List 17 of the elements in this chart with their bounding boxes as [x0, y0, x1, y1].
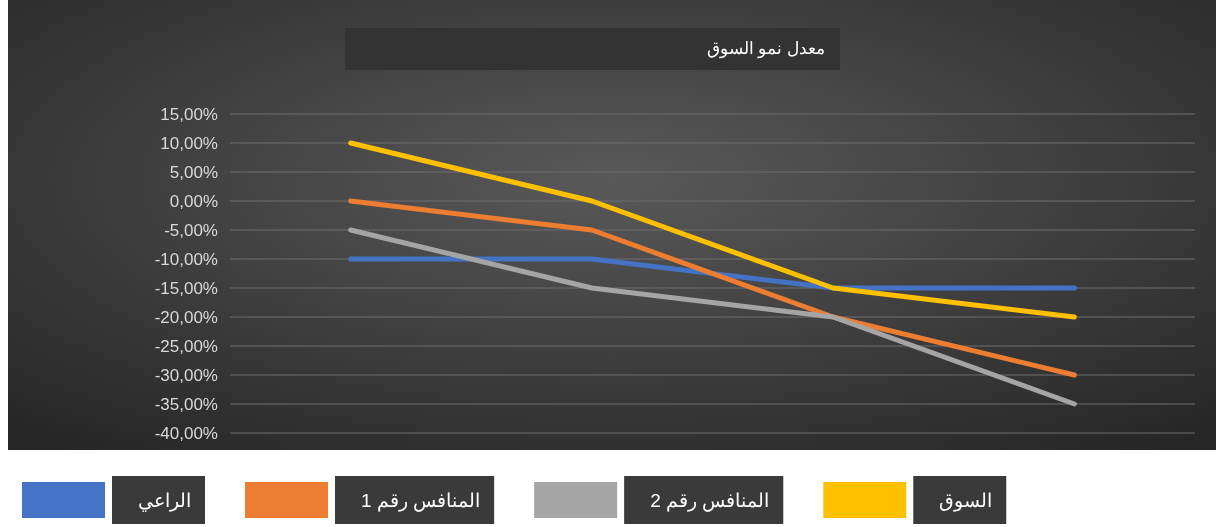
legend-label: المنافس رقم 2 — [650, 490, 770, 512]
y-tick-label: -40,00% — [154, 424, 218, 443]
y-tick-label: 0,00% — [169, 192, 218, 211]
y-tick-label: -35,00% — [154, 395, 218, 414]
y-tick-label: 10,00% — [160, 134, 218, 153]
y-tick-label: -30,00% — [154, 366, 218, 385]
y-tick-label: 5,00% — [169, 163, 218, 182]
y-tick-label: -20,00% — [154, 308, 218, 327]
legend-label: السوق — [939, 490, 993, 512]
legend-label: المنافس رقم 1 — [361, 490, 481, 512]
y-tick-label: 15,00% — [160, 105, 218, 124]
y-tick-label: -25,00% — [154, 337, 218, 356]
y-tick-label: -15,00% — [154, 279, 218, 298]
y-tick-label: -5,00% — [164, 221, 218, 240]
legend-label: الراعي — [138, 490, 191, 512]
y-tick-label: -10,00% — [154, 250, 218, 269]
chart-title: معدل نمو السوق — [706, 39, 825, 59]
